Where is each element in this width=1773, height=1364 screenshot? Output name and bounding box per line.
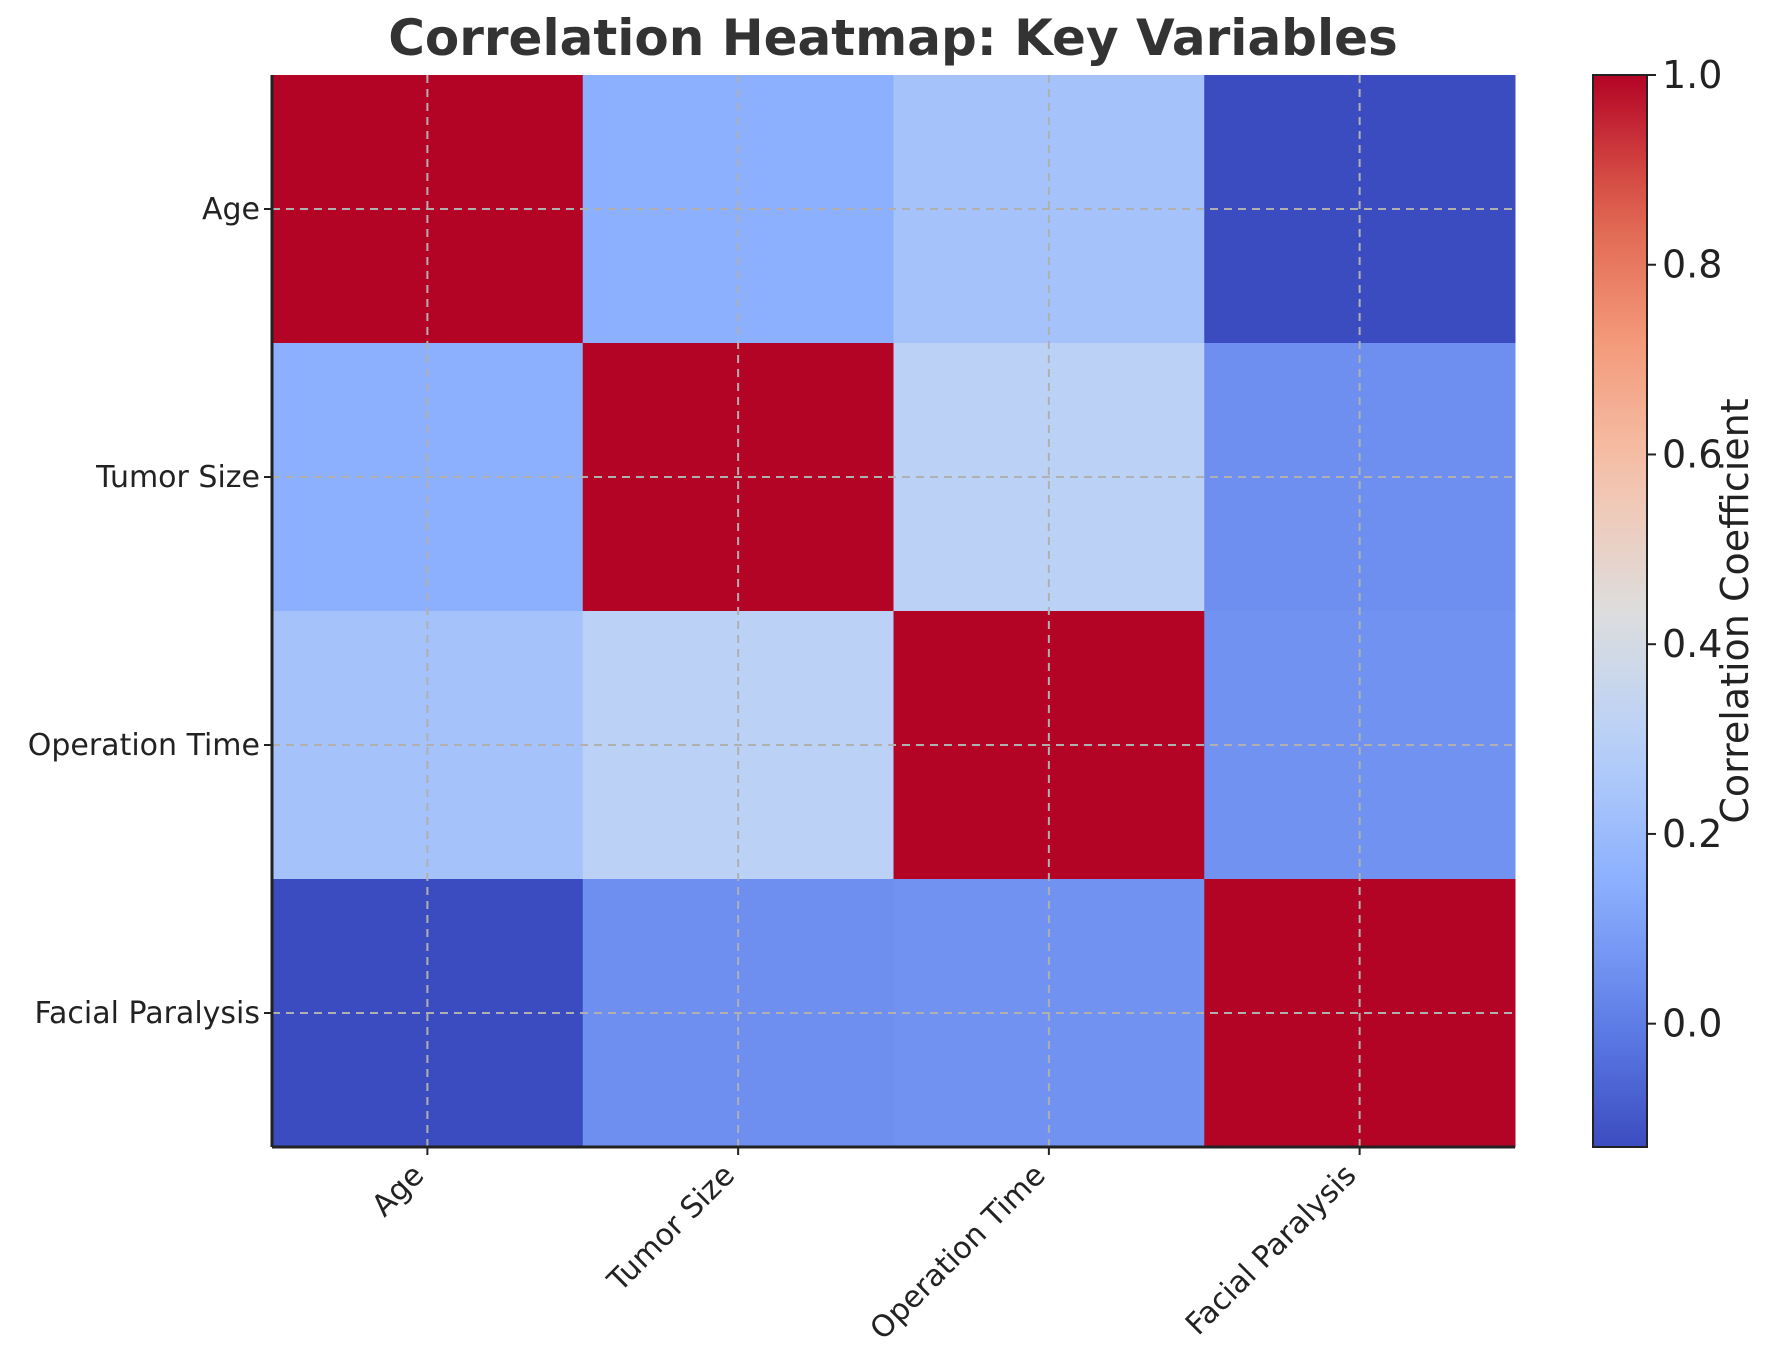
y-tick-label: Facial Paralysis <box>35 996 261 1031</box>
x-tick-label: Age <box>365 1158 431 1224</box>
axes <box>264 75 1515 1155</box>
colorbar-tick-label: 0.0 <box>1662 1002 1722 1046</box>
x-tick-label: Facial Paralysis <box>1179 1158 1363 1342</box>
y-tick-label: Operation Time <box>28 728 260 763</box>
colorbar-gradient <box>1592 74 1648 1148</box>
grid-lines <box>272 75 1515 1147</box>
colorbar-tick-label: 0.6 <box>1662 432 1722 476</box>
heatmap-cells <box>272 75 1516 1148</box>
x-tick-label: Operation Time <box>864 1158 1053 1347</box>
colorbar-tick-label: 0.4 <box>1662 622 1722 666</box>
colorbar-tick-label: 1.0 <box>1662 53 1722 97</box>
y-tick-label: Age <box>202 192 260 227</box>
colorbar-tick-label: 0.2 <box>1662 812 1722 856</box>
x-tick-labels: Age Tumor Size Operation Time Facial Paraly… <box>365 1158 1363 1347</box>
y-tick-labels: Age Tumor Size Operation Time Facial Paraly… <box>28 192 260 1031</box>
y-tick-label: Tumor Size <box>95 460 260 495</box>
x-tick-label: Tumor Size <box>600 1158 741 1299</box>
colorbar: 0.0 0.2 0.4 0.6 0.8 1.0 Correlation Coefficien… <box>1592 53 1757 1148</box>
chart-title: Correlation Heatmap: Key Variables <box>388 9 1398 67</box>
colorbar-tick-label: 0.8 <box>1662 243 1722 287</box>
colorbar-label: Correlation Coefficient <box>1713 398 1757 823</box>
